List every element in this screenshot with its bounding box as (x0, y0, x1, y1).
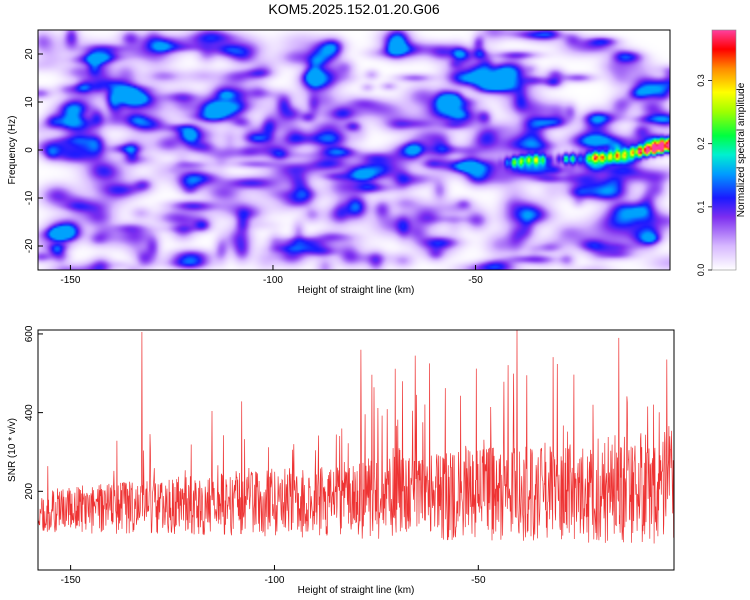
colorbar-frame (711, 29, 737, 271)
heatmap-ylabel: Frequency (Hz) (7, 116, 18, 185)
colorbar-tick-label: 0.2 (696, 137, 706, 150)
figure-title: KOM5.2025.152.01.20.G06 (268, 1, 439, 17)
colorbar-tick-label: 0.1 (696, 201, 706, 214)
colorbar-gradient (712, 30, 736, 270)
snr-panel: -150 -100 -50 200 400 600 Height of straight … (7, 325, 675, 596)
heatmap-xtick-label: -100 (263, 275, 283, 286)
snr-xtick-label: -150 (61, 575, 81, 586)
heatmap-ytick-label: 10 (24, 96, 35, 108)
heatmap-xtick-label: -150 (60, 275, 80, 286)
colorbar: 0.0 0.1 0.2 0.3 Normalized spectral amplitu… (696, 29, 747, 276)
snr-ytick-label: 600 (24, 325, 35, 342)
snr-frame (37, 329, 675, 571)
snr-background (38, 330, 674, 570)
heatmap-ytick-label: -10 (24, 190, 35, 205)
heatmap-xtick-label: -50 (468, 275, 483, 286)
snr-series-line (38, 330, 674, 544)
colorbar-ticks: 0.0 0.1 0.2 0.3 (696, 74, 712, 276)
colorbar-tick-label: 0.3 (696, 74, 706, 87)
heatmap-image (38, 30, 670, 270)
heatmap-ytick-label: 20 (24, 48, 35, 60)
snr-ytick-label: 200 (24, 483, 35, 500)
snr-xtick-label: -50 (471, 575, 486, 586)
snr-ticks: -150 -100 -50 200 400 600 (24, 325, 486, 586)
snr-ylabel: SNR (10 * v/v) (7, 418, 18, 482)
colorbar-label: Normalized spectral amplitude (736, 82, 747, 217)
heatmap-ytick-label: -20 (24, 238, 35, 253)
snr-xtick-label: -100 (264, 575, 284, 586)
snr-xlabel: Height of straight line (km) (298, 585, 415, 596)
heatmap-ytick-label: 0 (24, 147, 35, 153)
colorbar-tick-label: 0.0 (696, 264, 706, 277)
heatmap-frame (37, 29, 671, 271)
snr-ytick-label: 400 (24, 404, 35, 421)
heatmap-xlabel: Height of straight line (km) (298, 285, 415, 296)
